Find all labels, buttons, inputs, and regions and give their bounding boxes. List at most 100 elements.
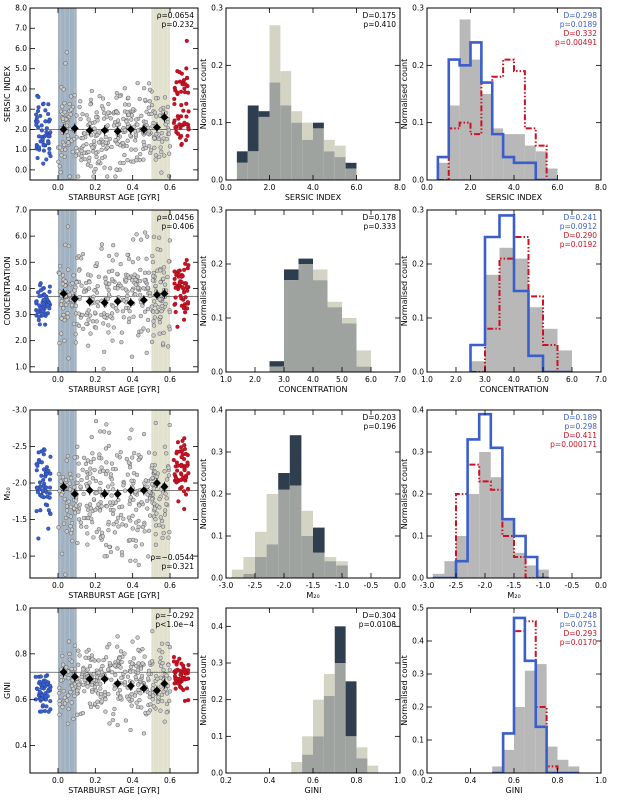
data-point-blue [47, 284, 52, 289]
data-point [59, 674, 64, 680]
x-tick-label: -2.5 [248, 581, 263, 590]
data-point [147, 87, 153, 92]
data-point [65, 315, 70, 320]
data-point-blue [35, 687, 40, 692]
histogram-bar [467, 494, 480, 578]
data-point [115, 141, 120, 146]
histogram-bar-overlap [236, 162, 248, 180]
y-tick-label: 0.3 [412, 448, 424, 457]
data-point [70, 281, 75, 286]
data-point [123, 669, 128, 674]
data-point [76, 323, 82, 329]
data-point [60, 281, 65, 287]
data-point [63, 147, 68, 152]
data-point [118, 695, 123, 700]
data-point [103, 276, 108, 282]
data-point [160, 139, 165, 144]
data-point [139, 329, 144, 334]
data-point [108, 314, 113, 319]
data-point [66, 356, 71, 361]
y-axis-label: Normalised count [400, 655, 409, 725]
data-point-blue [34, 462, 39, 467]
histogram-bar-overlap [334, 157, 346, 180]
histogram-bar [448, 105, 460, 180]
x-tick-label: 5.0 [537, 375, 549, 384]
x-tick-label: 0.6 [307, 776, 319, 785]
data-point [139, 542, 144, 547]
data-point [107, 136, 112, 142]
stat-text: p=0.0189 [560, 20, 598, 29]
data-point-blue [35, 109, 41, 114]
data-point [66, 499, 71, 504]
x-tick-label: 0.0 [394, 581, 406, 590]
histogram-red-outline [437, 58, 558, 180]
data-point [106, 519, 111, 525]
data-point [166, 473, 172, 478]
data-point [122, 651, 127, 656]
data-point [79, 283, 84, 288]
stat-text: D=0.203 [362, 413, 396, 422]
y-tick-label: 0.3 [412, 4, 424, 13]
data-point [128, 495, 133, 500]
data-point-blue [38, 288, 43, 293]
binned-median-marker [100, 675, 109, 684]
data-point [127, 309, 132, 314]
data-point [68, 94, 74, 99]
data-point [60, 474, 66, 480]
data-point [150, 629, 155, 634]
data-point-blue [42, 293, 47, 298]
data-point [73, 340, 78, 345]
data-point [112, 285, 118, 291]
data-point-red [184, 686, 190, 691]
data-point [151, 333, 156, 338]
stat-text: ρ=−0.292 [155, 611, 194, 620]
data-point [88, 102, 93, 107]
axes-frame [29, 209, 199, 373]
data-point-red [185, 487, 191, 492]
data-point [95, 133, 100, 138]
data-point-blue [45, 689, 50, 694]
data-point [143, 478, 148, 483]
data-point [115, 722, 120, 728]
data-point [120, 140, 125, 146]
data-point [105, 296, 111, 301]
data-point [128, 133, 133, 138]
histogram-bar [236, 151, 248, 163]
data-point-red [179, 661, 184, 666]
data-point [77, 653, 82, 658]
data-point [155, 305, 161, 310]
y-tick-label: 0.3 [211, 448, 223, 457]
data-point [143, 97, 148, 102]
data-point [130, 639, 135, 644]
data-point [114, 167, 119, 172]
histogram-panel-r3c3: -3.0 -2.5 -2.0 -1.5 -1.0 -0.5 0.0 0.0 0.1 0.2 0.3 0… [400, 406, 607, 601]
data-point [152, 145, 157, 150]
data-point [121, 116, 126, 121]
data-point-blue [44, 157, 49, 162]
data-point [126, 112, 131, 117]
data-point-red [186, 127, 191, 132]
binned-median-marker [160, 679, 169, 688]
histogram-bar [313, 699, 324, 737]
binned-median-marker [126, 125, 135, 134]
data-point-red [174, 677, 179, 682]
data-point [85, 684, 90, 689]
data-point [129, 427, 134, 432]
data-point [77, 268, 82, 273]
data-point-red [173, 285, 178, 290]
data-point [130, 526, 135, 531]
data-point [159, 309, 164, 314]
data-point-red [183, 138, 189, 143]
data-point [85, 542, 90, 547]
data-point [164, 496, 169, 501]
histogram-bar-overlap [269, 82, 281, 180]
data-point [136, 333, 141, 338]
data-point [109, 670, 115, 675]
data-point [94, 114, 99, 120]
histogram-bar [231, 569, 244, 578]
data-point [105, 174, 110, 179]
data-point-red [175, 90, 180, 95]
data-point [138, 666, 144, 671]
data-point [134, 520, 139, 525]
data-point-blue [37, 283, 43, 288]
